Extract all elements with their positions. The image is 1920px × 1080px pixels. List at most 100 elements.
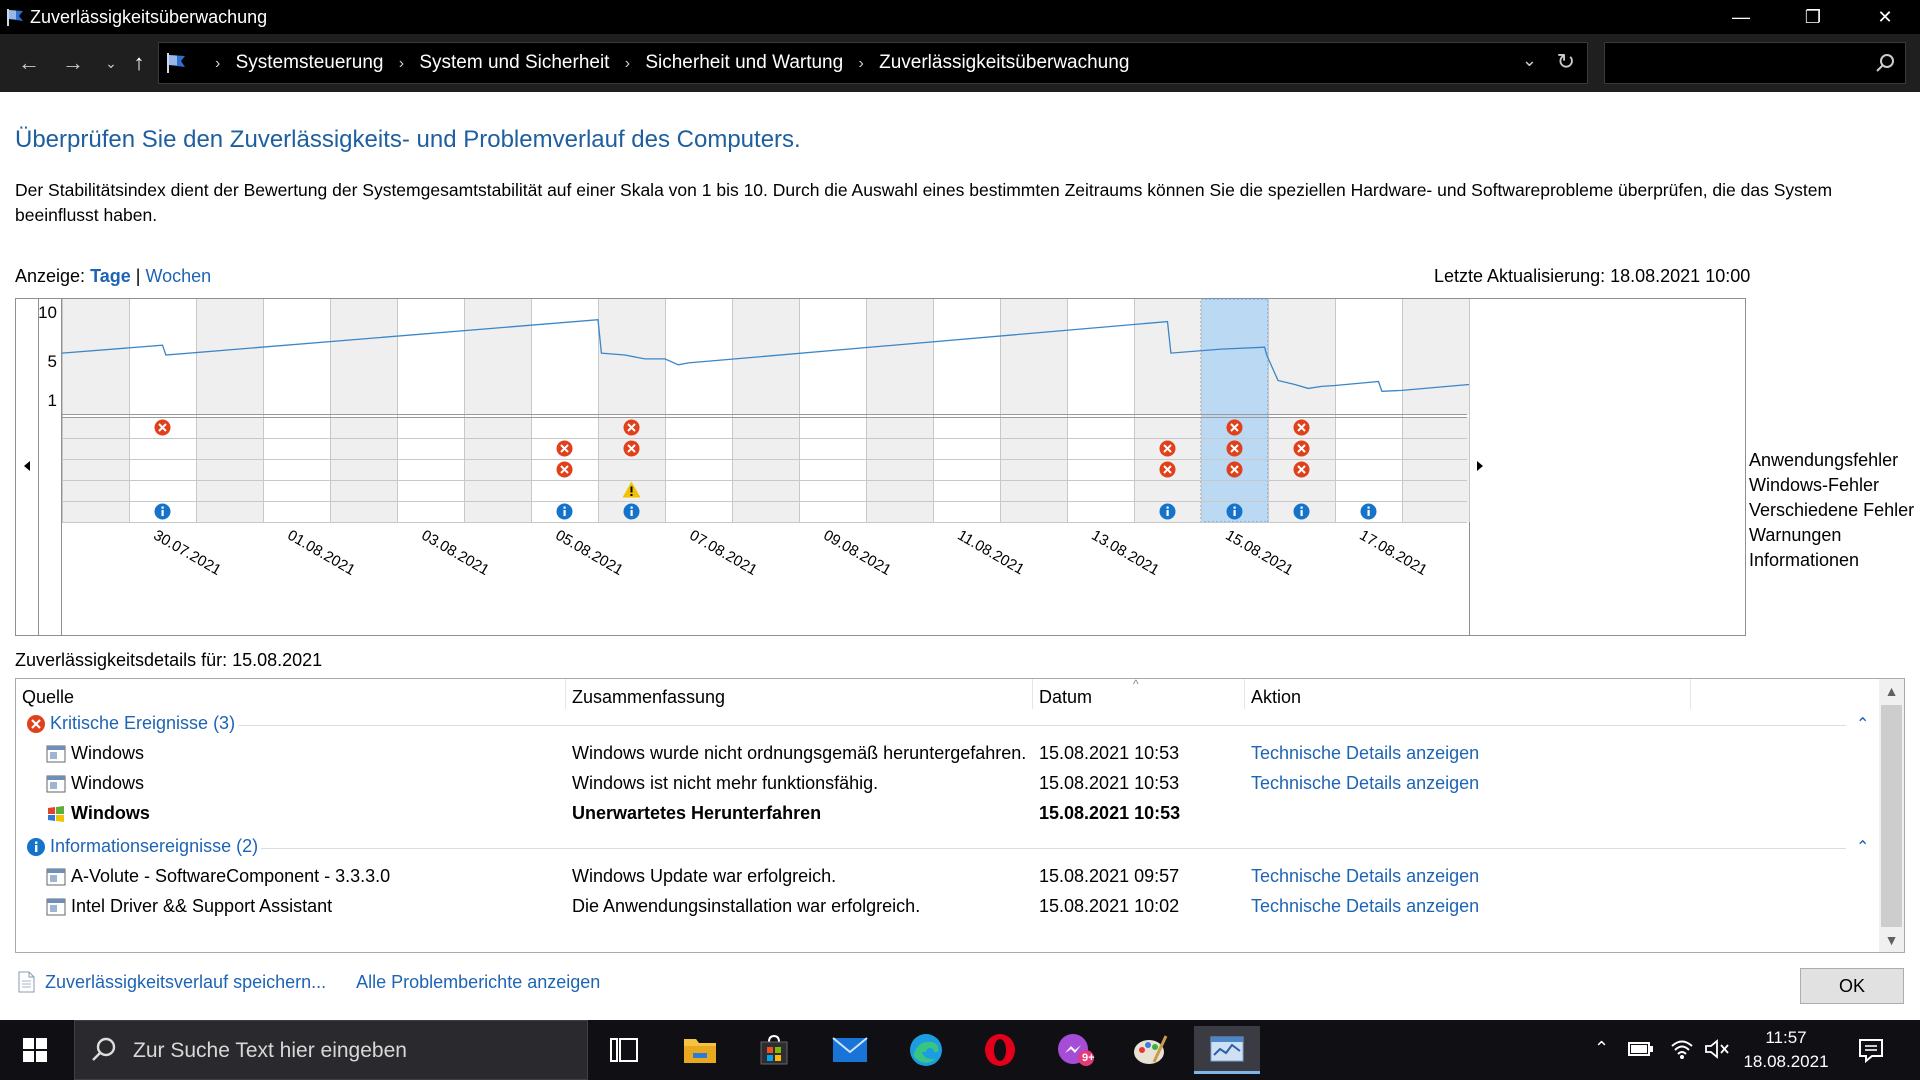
info-icon bbox=[27, 837, 45, 856]
view-separator: | bbox=[135, 266, 141, 286]
breadcrumb-system-und-sicherheit[interactable]: System und Sicherheit bbox=[419, 52, 610, 73]
file-explorer-icon[interactable] bbox=[670, 1026, 730, 1074]
table-row[interactable]: A-Volute - SoftwareComponent - 3.3.3.0 W… bbox=[16, 862, 1876, 892]
breadcrumb-sicherheit-und-wartung[interactable]: Sicherheit und Wartung bbox=[645, 52, 844, 73]
taskbar-search-input[interactable]: Zur Suche Text hier eingeben bbox=[74, 1020, 588, 1080]
control-panel-flag-icon bbox=[167, 53, 185, 73]
technical-details-link[interactable]: Technische Details anzeigen bbox=[1251, 896, 1480, 916]
column-shade bbox=[1000, 299, 1067, 415]
recent-locations-button[interactable]: ⌄ bbox=[105, 54, 117, 71]
error-icon bbox=[27, 714, 45, 733]
scrollbar-thumb[interactable] bbox=[1881, 705, 1902, 927]
collapse-critical-icon[interactable]: ⌃ bbox=[1856, 716, 1870, 733]
table-row[interactable]: Intel Driver && Support Assistant Die An… bbox=[16, 892, 1876, 922]
collapse-information-icon[interactable]: ⌃ bbox=[1856, 839, 1870, 856]
table-row[interactable]: Windows Windows wurde nicht ordnungsgemä… bbox=[16, 739, 1876, 769]
minimize-button[interactable]: — bbox=[1732, 6, 1750, 27]
search-icon bbox=[92, 1037, 116, 1061]
volume-muted-icon[interactable] bbox=[1704, 1038, 1730, 1060]
scroll-right-icon[interactable] bbox=[1477, 461, 1483, 471]
error-event-marker bbox=[154, 419, 171, 436]
view-weeks-link[interactable]: Wochen bbox=[145, 266, 212, 286]
error-event-marker bbox=[1159, 440, 1176, 457]
view-days-link[interactable]: Tage bbox=[90, 266, 131, 286]
column-header-date[interactable]: Datum bbox=[1039, 687, 1093, 707]
column-header-summary[interactable]: Zusammenfassung bbox=[572, 687, 726, 707]
wifi-icon[interactable] bbox=[1670, 1038, 1694, 1060]
column-header-source[interactable]: Quelle bbox=[22, 687, 75, 707]
table-row[interactable]: Windows Windows ist nicht mehr funktions… bbox=[16, 769, 1876, 799]
all-problem-reports-link[interactable]: Alle Problemberichte anzeigen bbox=[356, 971, 601, 992]
legend-misc-errors: Verschiedene Fehler bbox=[1749, 500, 1915, 520]
scroll-down-icon[interactable]: ▼ bbox=[1884, 932, 1899, 948]
column-header-action[interactable]: Aktion bbox=[1251, 687, 1302, 707]
messenger-icon[interactable]: 9+ bbox=[1046, 1026, 1106, 1074]
refresh-icon[interactable]: ↻ bbox=[1556, 49, 1575, 74]
mail-icon[interactable] bbox=[820, 1026, 880, 1074]
notifications-icon[interactable] bbox=[1857, 1036, 1885, 1064]
technical-details-link[interactable]: Technische Details anzeigen bbox=[1251, 866, 1480, 886]
breadcrumb-systemsteuerung[interactable]: Systemsteuerung bbox=[235, 52, 384, 73]
save-history-link[interactable]: Zuverlässigkeitsverlauf speichern... bbox=[45, 971, 327, 992]
address-dropdown-icon[interactable]: ⌄ bbox=[1521, 50, 1537, 70]
opera-icon[interactable] bbox=[970, 1026, 1030, 1074]
task-view-icon[interactable] bbox=[594, 1026, 654, 1074]
window-app-icon bbox=[46, 868, 66, 886]
start-button[interactable] bbox=[0, 1020, 70, 1080]
column-shade bbox=[1268, 299, 1335, 415]
clock-time: 11:57 bbox=[1765, 1028, 1807, 1047]
error-event-marker bbox=[1293, 419, 1310, 436]
breadcrumb-zuverlaessigkeit[interactable]: Zuverlässigkeitsüberwachung bbox=[879, 52, 1130, 73]
table-row[interactable]: Windows Unerwartetes Herunterfahren 15.0… bbox=[16, 799, 1876, 829]
reliability-flag-icon bbox=[7, 9, 23, 26]
error-event-marker bbox=[623, 440, 640, 457]
forward-button[interactable]: → bbox=[62, 50, 84, 75]
show-hidden-icons-icon[interactable]: ⌃ bbox=[1594, 1038, 1610, 1058]
technical-details-link[interactable]: Technische Details anzeigen bbox=[1251, 773, 1480, 793]
address-bar[interactable]: › Systemsteuerung › System und Sicherhei… bbox=[158, 42, 1588, 84]
clock-date: 18.08.2021 bbox=[1743, 1052, 1829, 1071]
y-tick-label: 1 bbox=[48, 391, 57, 410]
scroll-up-icon[interactable]: ▲ bbox=[1884, 683, 1899, 699]
page-title: Überprüfen Sie den Zuverlässigkeits- und… bbox=[15, 126, 801, 153]
error-event-marker bbox=[1226, 461, 1243, 478]
technical-details-link[interactable]: Technische Details anzeigen bbox=[1251, 743, 1480, 763]
window-title: Zuverlässigkeitsüberwachung bbox=[30, 7, 268, 27]
details-table: Quelle Zusammenfassung Datum ^ Aktion Kr… bbox=[15, 678, 1905, 953]
reliability-monitor-icon[interactable] bbox=[1194, 1026, 1260, 1074]
column-shade bbox=[866, 417, 933, 522]
battery-icon[interactable] bbox=[1628, 1040, 1654, 1058]
edge-icon[interactable] bbox=[896, 1026, 956, 1074]
store-icon[interactable] bbox=[744, 1026, 804, 1074]
scroll-left-icon[interactable] bbox=[24, 461, 30, 471]
details-scrollbar[interactable]: ▲ ▼ bbox=[1879, 679, 1904, 952]
y-tick-label: 10 bbox=[38, 303, 57, 322]
search-input[interactable] bbox=[1604, 42, 1906, 84]
error-event-marker bbox=[1226, 440, 1243, 457]
close-button[interactable]: ✕ bbox=[1877, 6, 1893, 27]
group-information-events[interactable]: Informationsereignisse (2) bbox=[26, 836, 258, 857]
error-event-marker bbox=[1293, 461, 1310, 478]
window-app-icon bbox=[46, 898, 66, 916]
group-critical-events[interactable]: Kritische Ereignisse (3) bbox=[26, 713, 235, 734]
window-app-icon bbox=[46, 775, 66, 793]
column-shade bbox=[62, 299, 129, 415]
back-button[interactable]: ← bbox=[18, 50, 40, 75]
document-icon bbox=[18, 971, 35, 993]
taskbar-search-placeholder: Zur Suche Text hier eingeben bbox=[133, 1039, 407, 1062]
last-update: Letzte Aktualisierung: 18.08.2021 10:00 bbox=[1434, 266, 1751, 286]
paint-icon[interactable] bbox=[1120, 1026, 1180, 1074]
ok-button[interactable]: OK bbox=[1800, 968, 1904, 1004]
column-shade bbox=[330, 299, 397, 415]
taskbar-clock[interactable]: 11:57 18.08.2021 bbox=[1740, 1026, 1832, 1074]
column-shade bbox=[598, 299, 665, 415]
legend-windows-errors: Windows-Fehler bbox=[1749, 475, 1880, 495]
column-shade bbox=[1134, 299, 1201, 415]
restore-button[interactable]: ❐ bbox=[1804, 6, 1822, 27]
up-button[interactable]: ↑ bbox=[133, 50, 145, 75]
column-shade bbox=[464, 299, 531, 415]
search-icon[interactable] bbox=[1875, 53, 1895, 73]
column-shade bbox=[866, 299, 933, 415]
view-selector: Anzeige: Tage | Wochen bbox=[15, 266, 211, 287]
